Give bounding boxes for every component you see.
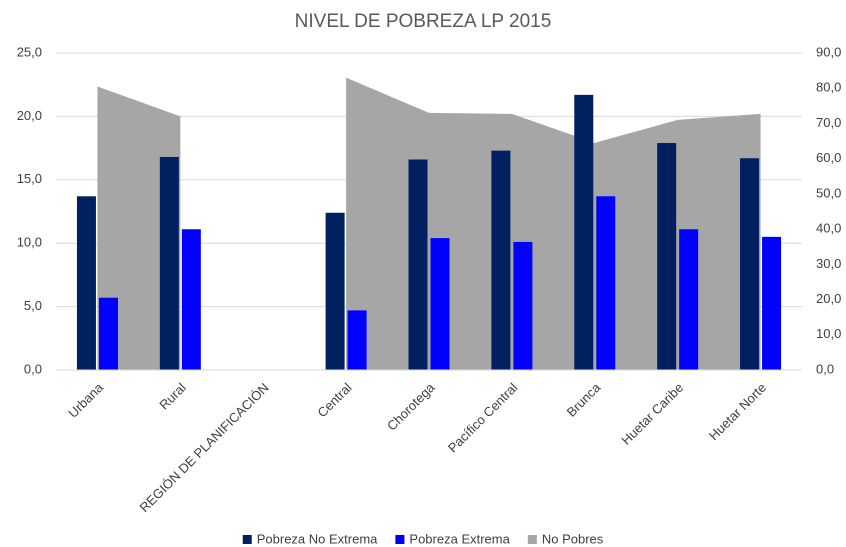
x-tick-label: Huetar Caribe (618, 380, 686, 448)
bar (596, 196, 616, 370)
bar (762, 236, 782, 370)
legend-label: No Pobres (542, 531, 604, 546)
legend-swatch (527, 535, 537, 544)
y-tick-label: 5,0 (24, 298, 42, 313)
x-tick-label: Chorotega (384, 379, 438, 433)
bar (98, 297, 118, 370)
bar (347, 310, 367, 370)
y2-tick-label: 70,0 (816, 115, 841, 130)
x-tick-label: Huetar Norte (706, 380, 769, 443)
bar (430, 238, 450, 370)
bar (181, 229, 201, 370)
y-tick-label: 0,0 (24, 361, 42, 376)
y2-tick-label: 30,0 (816, 256, 841, 271)
area (97, 86, 181, 370)
y2-tick-label: 10,0 (816, 326, 841, 341)
y-tick-label: 15,0 (17, 171, 42, 186)
legend-label: Pobreza Extrema (409, 531, 510, 546)
x-tick-label: Brunca (564, 379, 604, 419)
legend-swatch (395, 535, 405, 544)
y-tick-label: 10,0 (17, 235, 42, 250)
bar (491, 150, 511, 370)
y-tick-label: 25,0 (17, 44, 42, 59)
y2-tick-label: 80,0 (816, 80, 841, 95)
bar (408, 159, 428, 370)
bar (513, 241, 533, 370)
x-tick-label: Central (314, 380, 354, 420)
y2-tick-label: 50,0 (816, 185, 841, 200)
y2-tick-label: 0,0 (816, 361, 834, 376)
y-tick-label: 20,0 (17, 108, 42, 123)
x-tick-label: Pacífico Central (445, 380, 521, 456)
y2-tick-label: 20,0 (816, 291, 841, 306)
bar (159, 156, 179, 370)
bar (325, 212, 345, 370)
y2-tick-label: 90,0 (816, 44, 841, 59)
y2-tick-label: 60,0 (816, 150, 841, 165)
legend: Pobreza No Extrema Pobreza Extrema No Pobr… (242, 531, 604, 546)
bar (657, 143, 677, 370)
area (346, 77, 761, 371)
legend-swatch (242, 535, 252, 544)
bar (740, 158, 760, 370)
x-tick-label: Urbana (65, 379, 106, 420)
bar (76, 196, 96, 370)
bar (679, 229, 699, 370)
bar (574, 94, 594, 371)
chart-title: NIVEL DE POBREZA LP 2015 (295, 11, 552, 32)
x-tick-label: Rural (156, 380, 189, 413)
y2-tick-label: 40,0 (816, 221, 841, 236)
legend-label: Pobreza No Extrema (257, 531, 378, 546)
